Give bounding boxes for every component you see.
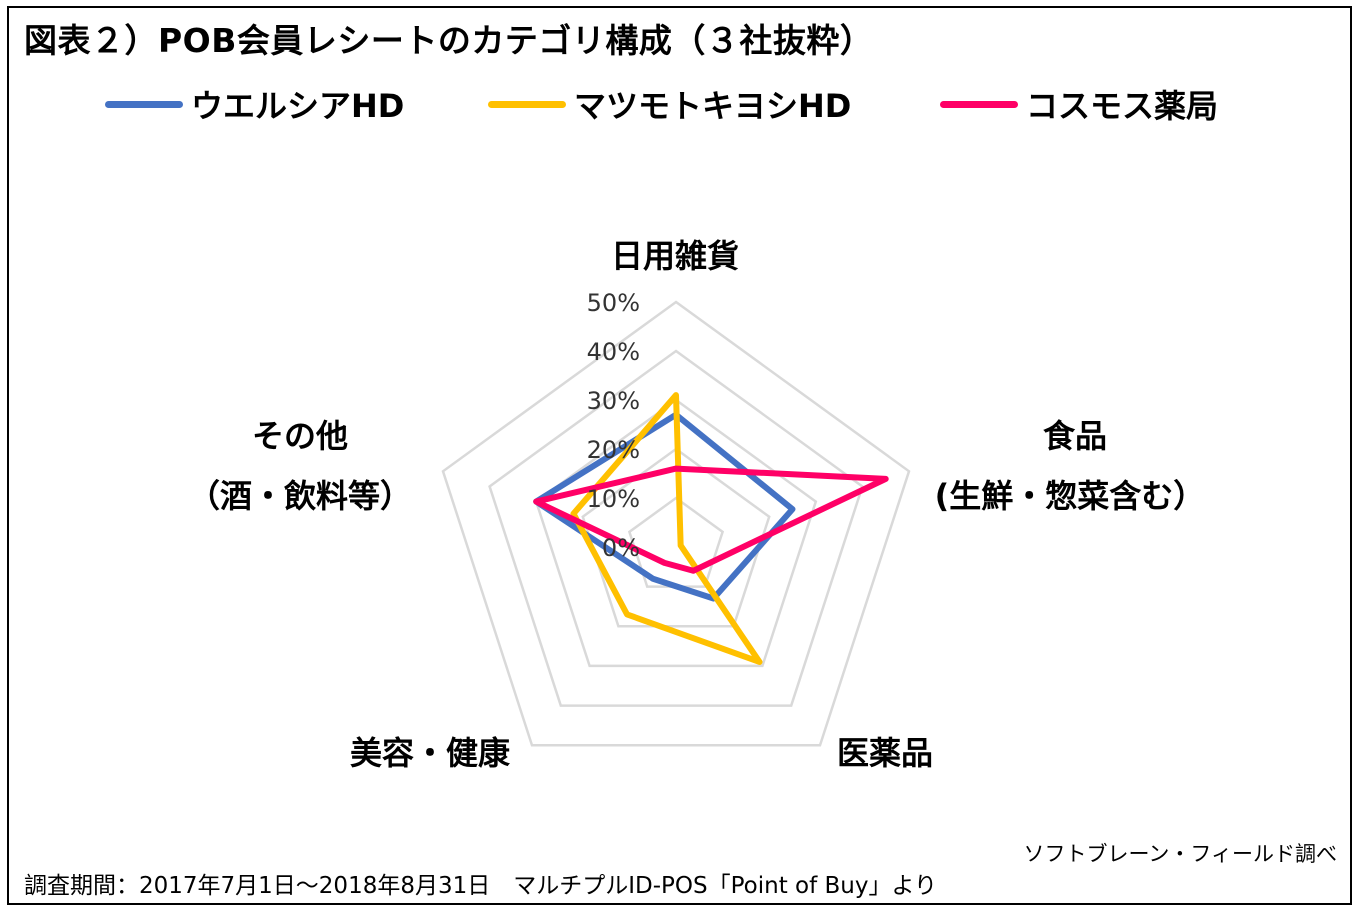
legend-swatch-welcia [105,100,183,108]
legend-label-matsukiyo: マツモトキヨシHD [574,87,852,125]
chart-frame [7,6,1352,905]
legend: ウエルシアHD マツモトキヨシHD コスモス薬局 [105,80,1305,128]
legend-label-welcia: ウエルシアHD [191,87,405,125]
grid-ring-4 [488,349,864,707]
axis-label-daily: 日用雑貨 [610,237,739,275]
axis-label-medicine: 医薬品 [836,734,933,772]
tick-label-3: 30% [587,387,640,415]
survey-period-note: 調査期間：2017年7月1日～2018年8月31日 マルチプルID-POS「Po… [24,873,938,899]
legend-item-matsukiyo: マツモトキヨシHD [488,80,851,128]
tick-label-2: 20% [587,436,640,464]
grid-ring-5 [441,300,911,747]
tick-label-1: 10% [587,485,640,513]
axis-label-other-line2: （酒・飲料等） [187,477,412,515]
chart-title: 図表２）POB会員レシートのカテゴリ構成（３社抜粋） [24,21,874,60]
axis-label-other-line1: その他 [251,417,348,455]
tick-label-5: 50% [587,289,640,317]
series-line-0 [533,411,796,602]
axis-label-food-line2: (生鮮・惣菜含む） [934,477,1206,515]
tick-label-0: 0% [602,534,640,562]
legend-item-cosmos: コスモス薬局 [940,80,1218,128]
series-line-1 [570,392,763,665]
legend-swatch-cosmos [940,100,1018,108]
radar-grid [441,300,911,747]
legend-label-cosmos: コスモス薬局 [1026,87,1219,125]
radar-series [533,392,889,665]
axis-label-beauty: 美容・健康 [349,734,510,772]
radar-tick-labels: 0% 10% 20% 30% 40% 50% [587,289,640,562]
series-line-2 [533,465,889,574]
tick-label-4: 40% [587,338,640,366]
source-note: ソフトブレーン・フィールド調べ [1023,842,1337,866]
legend-swatch-matsukiyo [488,100,566,108]
axis-label-food-line1: 食品 [1042,417,1107,455]
grid-ring-2 [581,447,771,628]
legend-item-welcia: ウエルシアHD [105,80,404,128]
